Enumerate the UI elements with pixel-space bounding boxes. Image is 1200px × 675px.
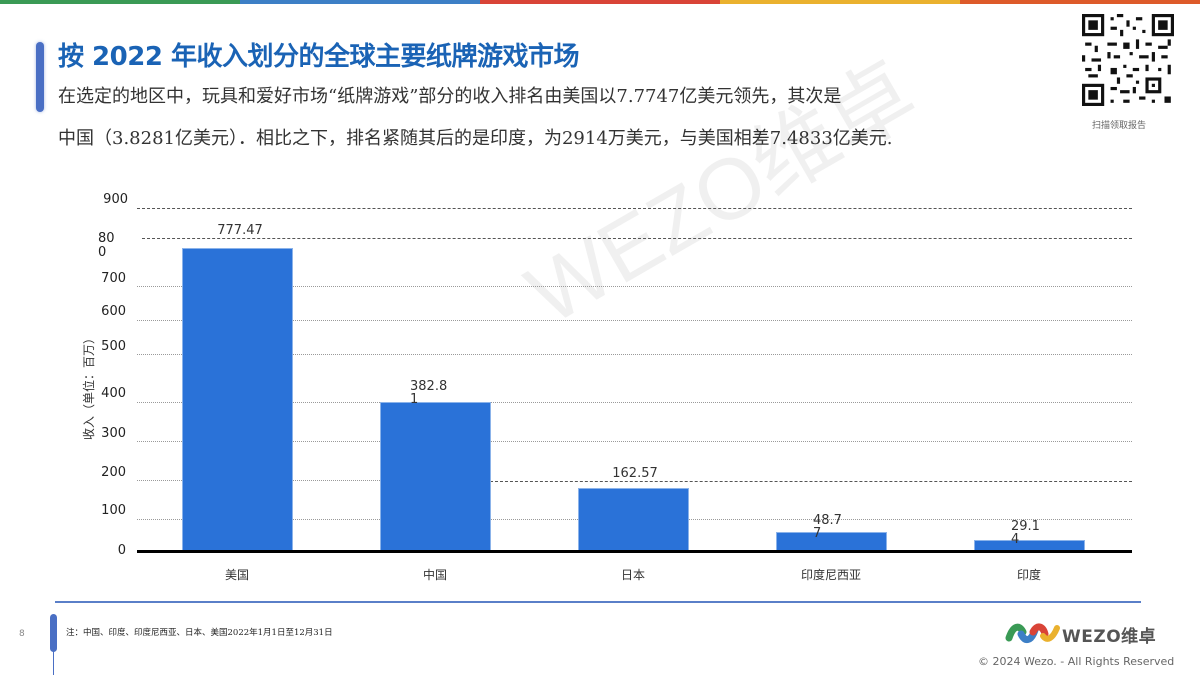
ytick-400: 400 [101, 386, 126, 401]
xlabel-japan: 日本 [620, 568, 645, 582]
ytick-0: 0 [117, 543, 126, 558]
summary-line-2: 中国（3.8281亿美元）．相比之下，排名紧随其后的是印度，为2914万美元，与… [58, 128, 1048, 150]
bar-label-usa: 777.47 [217, 223, 263, 238]
page-number: 8 [19, 629, 25, 639]
summary-line-1: 在选定的地区中，玩具和爱好市场“纸牌游戏”部分的收入排名由美国以7.7747亿美… [58, 86, 842, 107]
top-color-stripe [0, 0, 1200, 4]
gridline-800 [142, 238, 1132, 239]
qr-caption: 扫描领取报告 [1092, 121, 1147, 131]
ytick-100: 100 [101, 503, 126, 518]
summary-line-2-body: （3.8281亿美元）．相比之下，排名紧随其后的是印度，为2914万美元，与美国… [94, 128, 893, 149]
footer-vertical-line [53, 650, 54, 675]
xlabel-indonesia: 印度尼西亚 [800, 568, 861, 582]
bar-label-indonesia: 48.7 7 [813, 513, 842, 541]
gridline-600 [137, 320, 1132, 321]
y-axis-label: 收入（单位：百万） [82, 331, 96, 440]
gridline-700 [137, 286, 1132, 287]
bar-india[interactable] [974, 540, 1085, 551]
gridline-500 [137, 354, 1132, 355]
ytick-500: 500 [101, 339, 126, 354]
stripe-red [480, 0, 720, 4]
page-title: 按 2022 年收入划分的全球主要纸牌游戏市场 [58, 42, 579, 72]
bar-usa[interactable] [182, 248, 293, 551]
qr-code-icon[interactable] [1082, 14, 1174, 106]
bar-china[interactable] [380, 402, 491, 551]
footnote: 注：中国、印度、印度尼西亚、日本、美国2022年1月1日至12月31日 [66, 628, 333, 638]
gridline-300 [137, 441, 1132, 442]
x-axis-baseline [137, 550, 1132, 553]
ytick-700: 700 [101, 271, 126, 286]
ytick-600: 600 [101, 304, 126, 319]
gridline-200 [490, 481, 1132, 482]
bar-label-india: 29.1 4 [1011, 519, 1040, 547]
ytick-800: 80 0 [98, 231, 115, 260]
summary-text: 在选定的地区中，玩具和爱好市场“纸牌游戏”部分的收入排名由美国以7.7747亿美… [58, 86, 1048, 150]
copyright: © 2024 Wezo. - All Rights Reserved [978, 655, 1175, 668]
stripe-blue [240, 0, 480, 4]
watermark: WEZO维卓 [511, 44, 932, 344]
ytick-200: 200 [101, 465, 126, 480]
stripe-orange [960, 0, 1200, 4]
gridline-400 [137, 402, 1132, 403]
xlabel-usa: 美国 [224, 568, 249, 582]
xlabel-china: 中国 [422, 568, 447, 582]
bar-japan[interactable] [578, 488, 689, 551]
gridline-200-left [137, 480, 490, 481]
brand-name: WEZO维卓 [1062, 627, 1157, 647]
bar-label-china: 382.8 1 [410, 379, 448, 407]
wezo-logo-icon [1005, 623, 1060, 643]
footer-accent-bar [50, 614, 57, 652]
xlabel-india: 印度 [1016, 568, 1041, 582]
title-accent-bar [36, 42, 44, 112]
stripe-yellow [720, 0, 960, 4]
ytick-300: 300 [101, 426, 126, 441]
gridline-900 [137, 208, 1132, 209]
footer-divider [55, 601, 1141, 603]
bar-label-japan: 162.57 [612, 466, 658, 481]
stripe-green [0, 0, 240, 4]
bar-indonesia[interactable] [776, 532, 887, 551]
summary-line-2-prefix: 中国 [58, 128, 94, 149]
ytick-900: 900 [103, 192, 128, 207]
